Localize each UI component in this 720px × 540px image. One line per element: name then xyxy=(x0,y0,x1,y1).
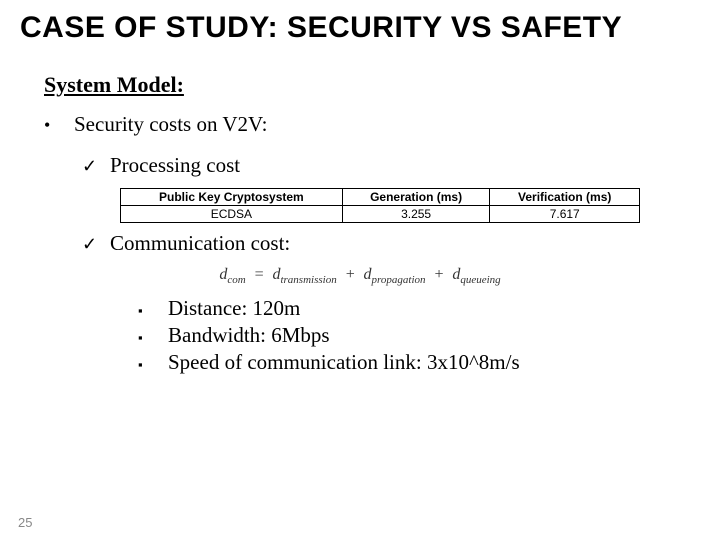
section-heading: System Model: xyxy=(20,72,700,98)
level2-list: ✓ Communication cost: xyxy=(20,231,700,256)
formula: dcom = dtransmission + dpropagation + dq… xyxy=(20,266,700,286)
list-item-label: Distance: 120m xyxy=(168,296,300,321)
bullet-icon: • xyxy=(44,115,74,136)
square-bullet-icon: ▪ xyxy=(138,330,168,346)
list-item-label: Security costs on V2V: xyxy=(74,112,267,137)
list-item: ✓ Communication cost: xyxy=(82,231,700,256)
list-item-label: Communication cost: xyxy=(110,231,290,256)
level1-list: • Security costs on V2V: xyxy=(20,112,700,137)
square-bullet-icon: ▪ xyxy=(138,303,168,319)
table-cell: 3.255 xyxy=(342,205,490,222)
page-title: CASE OF STUDY: SECURITY VS SAFETY xyxy=(20,12,700,44)
col-header: Public Key Cryptosystem xyxy=(121,188,343,205)
table-cell: 7.617 xyxy=(490,205,640,222)
list-item: ▪ Speed of communication link: 3x10^8m/s xyxy=(138,350,700,375)
slide: CASE OF STUDY: SECURITY VS SAFETY System… xyxy=(0,0,720,540)
table-row: ECDSA 3.255 7.617 xyxy=(121,205,640,222)
table-row: Public Key Cryptosystem Generation (ms) … xyxy=(121,188,640,205)
square-bullet-icon: ▪ xyxy=(138,357,168,373)
col-header: Verification (ms) xyxy=(490,188,640,205)
level3-list: ▪ Distance: 120m ▪ Bandwidth: 6Mbps ▪ Sp… xyxy=(20,296,700,375)
cost-table: Public Key Cryptosystem Generation (ms) … xyxy=(20,188,700,223)
list-item-label: Processing cost xyxy=(110,153,240,178)
col-header: Generation (ms) xyxy=(342,188,490,205)
list-item-label: Speed of communication link: 3x10^8m/s xyxy=(168,350,520,375)
list-item: ▪ Bandwidth: 6Mbps xyxy=(138,323,700,348)
list-item-label: Bandwidth: 6Mbps xyxy=(168,323,330,348)
list-item: ✓ Processing cost xyxy=(82,153,700,178)
table-cell: ECDSA xyxy=(121,205,343,222)
list-item: ▪ Distance: 120m xyxy=(138,296,700,321)
level2-list: ✓ Processing cost xyxy=(20,153,700,178)
list-item: • Security costs on V2V: xyxy=(44,112,700,137)
page-number: 25 xyxy=(18,515,32,530)
check-icon: ✓ xyxy=(82,156,110,177)
check-icon: ✓ xyxy=(82,234,110,255)
